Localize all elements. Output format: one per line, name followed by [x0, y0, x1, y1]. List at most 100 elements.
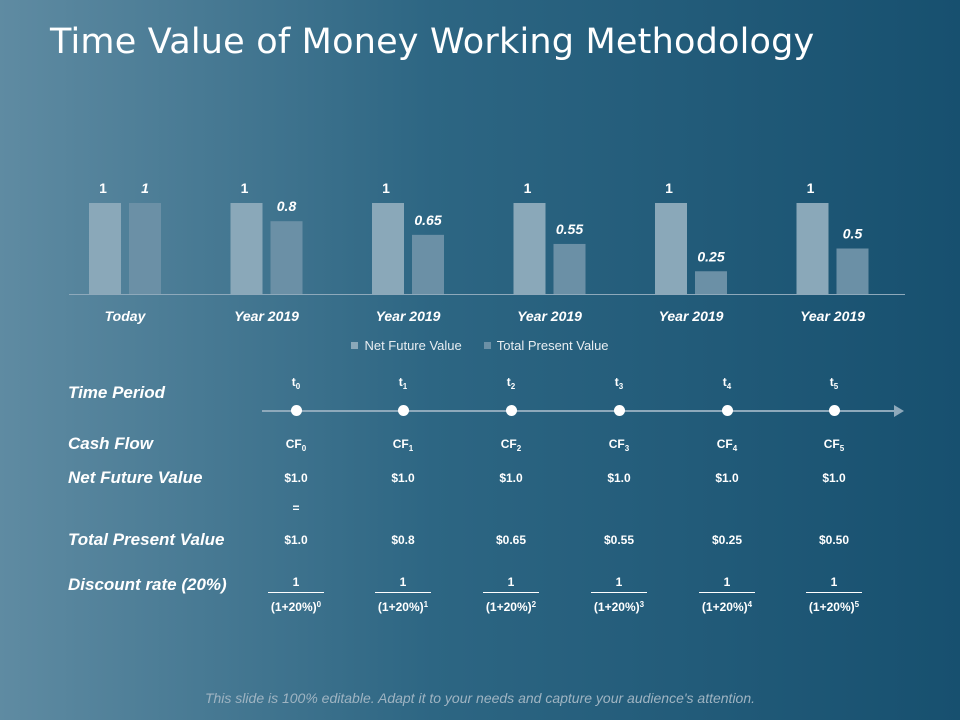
time-period-label-4: t4: [682, 375, 772, 391]
legend-label-net-future-value: Net Future Value: [364, 338, 462, 353]
timeline-dot-2: [505, 405, 517, 416]
discount-numerator-3: 1: [615, 575, 623, 589]
discount-fraction-line-2: [483, 592, 539, 593]
time-period-4-base: t: [722, 375, 727, 389]
data-label-net-future-value-1: 1: [241, 180, 249, 196]
timeline-dot-4: [721, 405, 733, 416]
category-label-5: Year 2019: [800, 308, 865, 324]
bar-total-present-value-2: [412, 234, 444, 294]
data-label-total-present-value-4: 0.25: [697, 248, 724, 264]
bar-total-present-value-1: [270, 221, 303, 294]
legend-label-total-present-value: Total Present Value: [496, 338, 609, 353]
time-period-3-base: t: [614, 375, 619, 389]
cash-flow-0-base: CF: [285, 437, 302, 451]
discount-denominator-4-index: 4: [747, 600, 753, 609]
net-future-value-0: $1.0: [284, 471, 308, 485]
timeline-dot-5: [828, 405, 840, 416]
row-label-cash-flow: Cash Flow: [68, 434, 154, 453]
cash-flow-4-index: 4: [732, 444, 738, 453]
time-period-3-index: 3: [618, 382, 624, 391]
discount-fraction-line-0: [268, 592, 324, 593]
cash-flow-label-0: CF0: [251, 437, 341, 453]
discount-denominator-3-base: (1+20%): [593, 600, 640, 614]
legend-item-total-present-value: Total Present Value: [483, 338, 609, 353]
footer-note: This slide is 100% editable. Adapt it to…: [204, 690, 756, 706]
data-label-total-present-value-1: 0.8: [277, 198, 297, 214]
discount-denominator-1-index: 1: [423, 600, 429, 609]
slide-title: Time Value of Money Working Methodology: [50, 22, 815, 62]
discount-denominator-4-base: (1+20%): [701, 600, 748, 614]
data-label-net-future-value-4: 1: [665, 180, 673, 196]
discount-denominator-2-index: 2: [531, 600, 537, 609]
net-future-value-4: $1.0: [715, 471, 739, 485]
category-label-0: Today: [105, 308, 147, 324]
discount-denominator-0-base: (1+20%): [270, 600, 317, 614]
bar-total-present-value-4: [695, 271, 727, 294]
discount-fraction-line-3: [591, 592, 647, 593]
discount-fraction-line-4: [699, 592, 755, 593]
data-label-total-present-value-0: 1: [141, 180, 149, 196]
bar-net-future-value-3: [513, 203, 546, 294]
discount-denominator-3-index: 3: [639, 600, 645, 609]
discount-numerator-1: 1: [399, 575, 407, 589]
discount-numerator-0: 1: [292, 575, 300, 589]
cash-flow-1-index: 1: [408, 444, 414, 453]
category-label-3: Year 2019: [517, 308, 582, 324]
category-label-2: Year 2019: [376, 308, 441, 324]
row-label-discount-rate: Discount rate (20%): [68, 575, 227, 594]
net-future-value-1: $1.0: [391, 471, 415, 485]
discount-denominator-5-base: (1+20%): [808, 600, 855, 614]
cash-flow-2-base: CF: [500, 437, 517, 451]
net-future-value-2: $1.0: [499, 471, 523, 485]
present-value-2: $0.65: [495, 533, 527, 547]
discount-fraction-line-5: [806, 592, 862, 593]
present-value-5: $0.50: [818, 533, 850, 547]
cash-flow-4-base: CF: [716, 437, 733, 451]
time-period-2-base: t: [506, 375, 511, 389]
data-label-net-future-value-5: 1: [807, 180, 815, 196]
discount-denominator-0-index: 0: [316, 600, 322, 609]
legend-swatch-total-present-value: [483, 342, 491, 349]
discount-denominator-5-index: 5: [854, 600, 860, 609]
discount-denominator-2-base: (1+20%): [485, 600, 532, 614]
legend-swatch-net-future-value: [351, 342, 359, 349]
time-period-5-index: 5: [833, 382, 839, 391]
cash-flow-2-index: 2: [516, 444, 522, 453]
cash-flow-1-base: CF: [392, 437, 409, 451]
legend-item-net-future-value: Net Future Value: [351, 338, 462, 353]
bar-net-future-value-2: [372, 203, 404, 294]
bar-net-future-value-4: [655, 203, 687, 294]
chart-legend: Net Future Value Total Present Value: [0, 338, 960, 353]
timeline-arrow-icon: [894, 405, 904, 417]
timeline-dot-0: [290, 405, 302, 416]
time-period-4-index: 4: [726, 382, 732, 391]
present-value-3: $0.55: [603, 533, 635, 547]
bar-chart: 1 1 Today 1 0.8 Year 2019 1 0.65 Year 2019 1 0.55 Y…: [69, 180, 905, 324]
row-label-net-future-value: Net Future Value: [68, 468, 203, 487]
time-period-2-index: 2: [510, 382, 516, 391]
data-label-total-present-value-2: 0.65: [414, 212, 441, 228]
time-period-1-base: t: [398, 375, 403, 389]
timeline-dot-3: [613, 405, 625, 416]
discount-numerator-2: 1: [507, 575, 515, 589]
time-period-label-5: t5: [789, 375, 879, 391]
data-label-net-future-value-3: 1: [524, 180, 532, 196]
discount-denominator-0: (1+20%)0: [251, 600, 341, 614]
time-period-label-0: t0: [251, 375, 341, 391]
cash-flow-label-3: CF3: [574, 437, 664, 453]
discount-fraction-line-1: [375, 592, 431, 593]
cash-flow-label-2: CF2: [466, 437, 556, 453]
cash-flow-3-base: CF: [608, 437, 625, 451]
cash-flow-label-1: CF1: [358, 437, 448, 453]
cash-flow-5-base: CF: [823, 437, 840, 451]
data-label-total-present-value-5: 0.5: [843, 226, 863, 242]
discount-denominator-1-base: (1+20%): [377, 600, 424, 614]
category-label-1: Year 2019: [234, 308, 299, 324]
data-label-net-future-value-0: 1: [99, 180, 107, 196]
data-label-total-present-value-3: 0.55: [556, 221, 583, 237]
discount-numerator-4: 1: [723, 575, 731, 589]
bar-net-future-value-1: [230, 203, 263, 294]
discount-denominator-3: (1+20%)3: [574, 600, 664, 614]
net-future-value-5: $1.0: [822, 471, 846, 485]
net-future-value-3: $1.0: [607, 471, 631, 485]
